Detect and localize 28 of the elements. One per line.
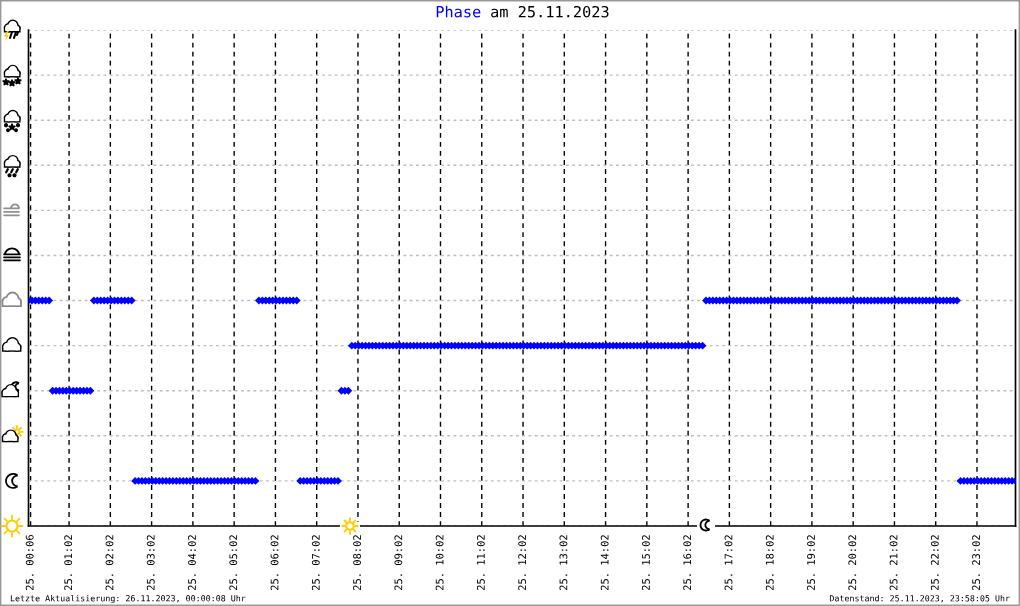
x-tick-label: 25. 19:02: [807, 535, 815, 590]
x-tick-label: 25. 12:02: [518, 535, 527, 590]
x-tick-label: 25. 03:02: [146, 535, 155, 590]
text: Letzte Aktualisierung: 26.11.2023, 00:00:08 Uhr: [10, 594, 246, 604]
x-tick-label: 25. 16:02: [683, 535, 692, 590]
x-tick-label: 25. 21:02: [889, 535, 898, 590]
x-tick-label: 25. 04:02: [188, 535, 196, 590]
x-tick-label: 25. 01:02: [64, 535, 73, 590]
x-tick-label: 25. 22:02: [930, 535, 939, 590]
text: Phase: [436, 5, 481, 18]
x-tick-label: 25. 05:02: [229, 535, 238, 590]
x-tick-label: 25. 09:02: [394, 535, 403, 590]
x-tick-label: 25. 08:02: [353, 535, 362, 590]
x-tick-label: 25. 02:02: [105, 535, 114, 590]
x-tick-label: 25. 13:02: [559, 535, 568, 590]
x-tick-label: 25. 23:02: [972, 535, 981, 590]
x-tick-label: 25. 07:02: [311, 535, 320, 590]
text: Datenstand: 25.11.2023, 23:58:05 Uhr: [829, 594, 1010, 603]
x-tick-label: 25. 14:02: [600, 535, 609, 590]
x-tick-label: 25. 11:02: [476, 535, 485, 590]
x-tick-label: 25. 20:02: [848, 535, 857, 590]
x-tick-label: 25. 00:06: [25, 535, 34, 590]
x-tick-label: 25. 18:02: [765, 535, 774, 590]
x-tick-label: 25. 17:02: [724, 535, 733, 590]
x-tick-label: 25. 10:02: [435, 535, 444, 590]
x-tick-label: 25. 06:02: [270, 535, 279, 590]
x-tick-label: 25. 15:02: [642, 535, 650, 590]
chart-title: am 25.11.2023: [491, 5, 609, 18]
